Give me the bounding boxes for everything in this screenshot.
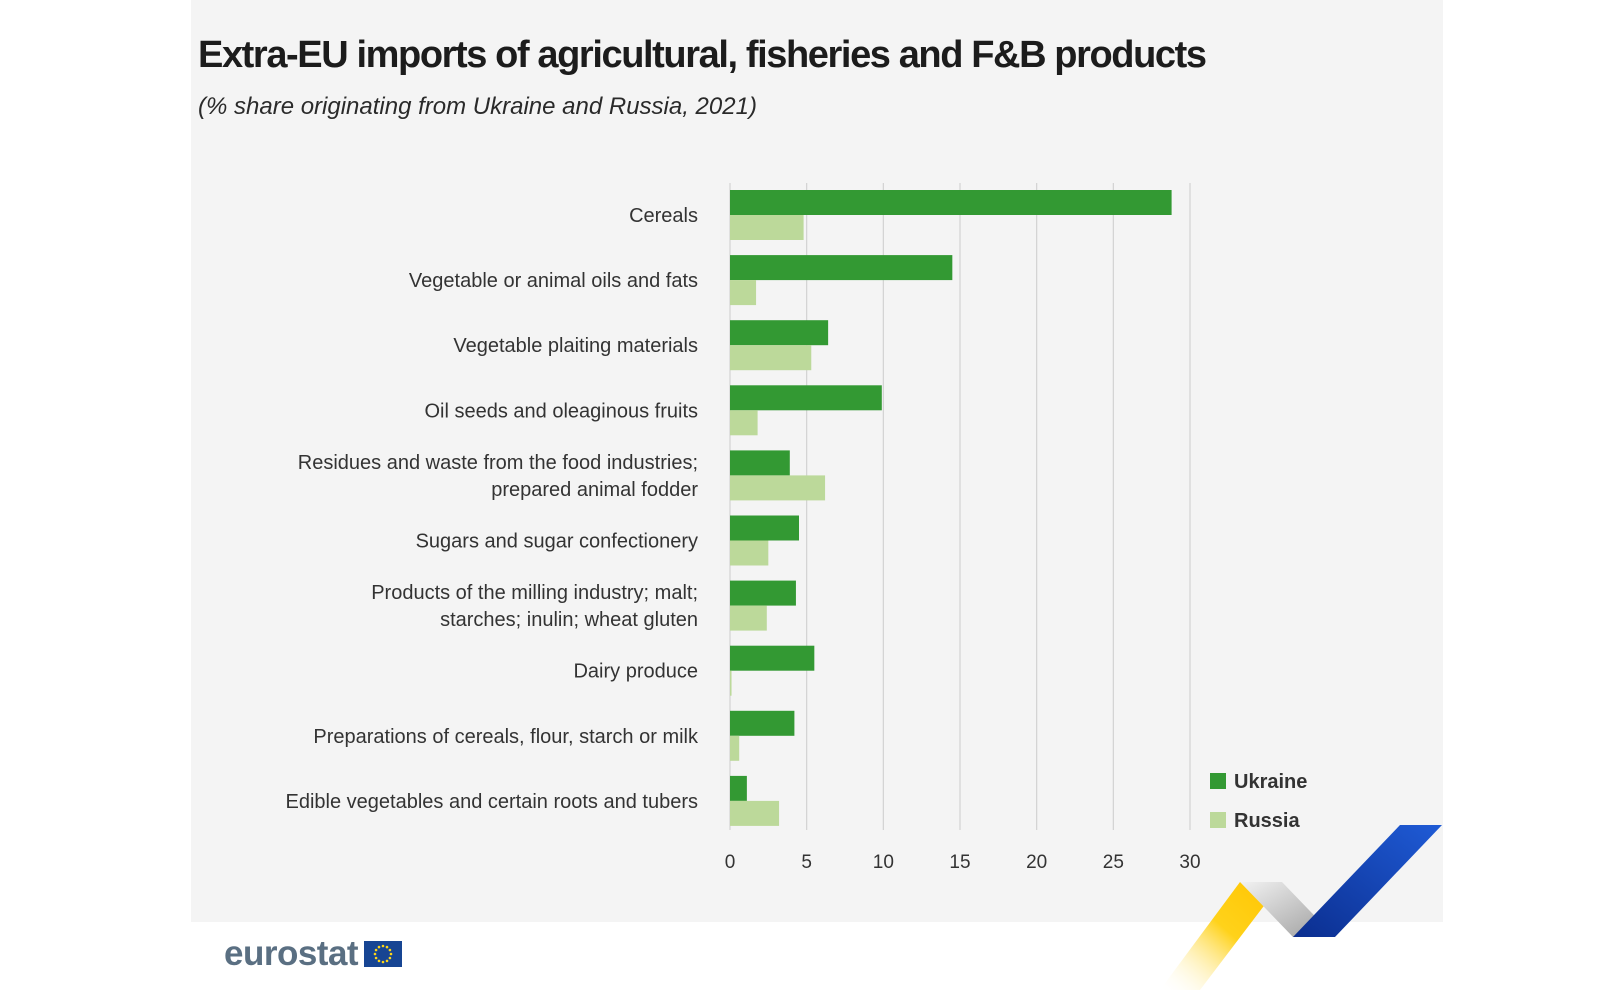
bars	[730, 190, 1172, 826]
ukraine-ribbon-decoration	[1160, 825, 1442, 990]
bar-ukraine	[730, 645, 815, 671]
category-label: Products of the milling industry; malt;	[371, 582, 698, 604]
bar-ukraine	[730, 190, 1172, 215]
eu-star-icon	[377, 945, 381, 948]
bar-ukraine	[730, 580, 796, 606]
eu-star-icon	[381, 960, 385, 963]
category-label: prepared animal fodder	[491, 479, 698, 501]
category-label: Oil seeds and oleaginous fruits	[425, 400, 699, 422]
bar-russia	[730, 605, 767, 631]
bar-ukraine	[730, 775, 747, 801]
bar-ukraine	[730, 515, 799, 541]
bar-russia	[730, 735, 740, 761]
x-tick-label: 20	[1026, 852, 1047, 873]
bar-ukraine	[730, 255, 953, 281]
ribbon-blue-band	[1293, 825, 1442, 937]
legend: Ukraine Russia	[1210, 771, 1307, 832]
category-labels: Cereals Vegetable or animal oils and fats…	[286, 205, 699, 813]
x-tick-label: 10	[873, 852, 894, 873]
brand-name: eurostat	[224, 934, 359, 973]
eu-star-icon	[388, 956, 392, 959]
bar-ukraine	[730, 450, 790, 476]
eu-star-icon	[374, 948, 378, 951]
x-tick-label: 15	[949, 852, 970, 873]
legend-label-russia: Russia	[1234, 810, 1300, 832]
eurostat-logo: eurostat	[224, 934, 403, 973]
x-tick-label: 0	[725, 852, 736, 873]
eu-star-icon	[385, 959, 389, 962]
bar-ukraine	[730, 710, 795, 736]
bar-ukraine	[730, 320, 829, 346]
eu-star-icon	[385, 945, 389, 948]
legend-swatch-russia	[1210, 812, 1226, 828]
category-label: Cereals	[629, 205, 698, 227]
bar-russia	[730, 475, 826, 501]
category-label: Edible vegetables and certain roots and …	[286, 791, 699, 813]
legend-swatch-ukraine	[1210, 773, 1226, 789]
category-label: Vegetable plaiting materials	[453, 335, 698, 357]
bar-russia	[730, 670, 732, 696]
x-tick-label: 30	[1179, 852, 1200, 873]
bar-russia	[730, 345, 812, 371]
chart-subtitle: (% share originating from Ukraine and Ru…	[198, 93, 757, 120]
eu-star-icon	[389, 952, 393, 955]
ribbon-yellow-band	[1160, 882, 1282, 990]
category-label: Preparations of cereals, flour, starch o…	[313, 726, 699, 748]
x-tick-label: 25	[1103, 852, 1124, 873]
category-label: Dairy produce	[573, 661, 698, 683]
category-label: Residues and waste from the food industr…	[298, 452, 698, 474]
bar-russia	[730, 410, 758, 436]
chart-title: Extra-EU imports of agricultural, fisher…	[198, 34, 1207, 76]
eu-flag-icon	[364, 940, 403, 967]
category-label: Sugars and sugar confectionery	[416, 531, 698, 553]
x-axis-ticks: 0 5 10 15 20 25 30	[725, 852, 1201, 873]
eu-star-icon	[373, 952, 377, 955]
bar-russia	[730, 540, 769, 566]
category-label: starches; inulin; wheat gluten	[440, 609, 698, 631]
chart-panel	[191, 0, 1443, 922]
x-tick-label: 5	[801, 852, 812, 873]
eu-star-icon	[377, 959, 381, 962]
eu-star-icon	[374, 956, 378, 959]
legend-label-ukraine: Ukraine	[1234, 771, 1307, 793]
bar-russia	[730, 800, 780, 826]
eu-star-icon	[381, 944, 385, 947]
bar-russia	[730, 280, 757, 306]
bar-ukraine	[730, 385, 882, 411]
bar-russia	[730, 215, 804, 240]
category-label: Vegetable or animal oils and fats	[409, 270, 698, 292]
eu-star-icon	[388, 948, 392, 951]
